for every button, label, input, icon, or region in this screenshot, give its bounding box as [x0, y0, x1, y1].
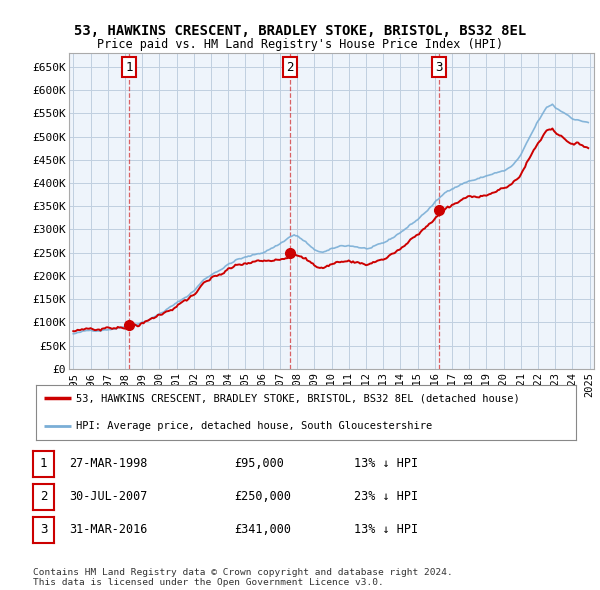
Text: 13% ↓ HPI: 13% ↓ HPI — [354, 457, 418, 470]
Text: £95,000: £95,000 — [234, 457, 284, 470]
Text: 1: 1 — [125, 61, 133, 74]
Text: £341,000: £341,000 — [234, 523, 291, 536]
Text: 3: 3 — [436, 61, 443, 74]
Text: 1: 1 — [40, 457, 47, 470]
Text: Price paid vs. HM Land Registry's House Price Index (HPI): Price paid vs. HM Land Registry's House … — [97, 38, 503, 51]
Text: 53, HAWKINS CRESCENT, BRADLEY STOKE, BRISTOL, BS32 8EL (detached house): 53, HAWKINS CRESCENT, BRADLEY STOKE, BRI… — [77, 394, 520, 404]
Text: 13% ↓ HPI: 13% ↓ HPI — [354, 523, 418, 536]
Text: 53, HAWKINS CRESCENT, BRADLEY STOKE, BRISTOL, BS32 8EL: 53, HAWKINS CRESCENT, BRADLEY STOKE, BRI… — [74, 24, 526, 38]
Text: 3: 3 — [40, 523, 47, 536]
Text: Contains HM Land Registry data © Crown copyright and database right 2024.
This d: Contains HM Land Registry data © Crown c… — [33, 568, 453, 587]
Text: 2: 2 — [40, 490, 47, 503]
Text: 2: 2 — [286, 61, 293, 74]
Text: 30-JUL-2007: 30-JUL-2007 — [69, 490, 148, 503]
Text: HPI: Average price, detached house, South Gloucestershire: HPI: Average price, detached house, Sout… — [77, 421, 433, 431]
Text: 27-MAR-1998: 27-MAR-1998 — [69, 457, 148, 470]
Text: 23% ↓ HPI: 23% ↓ HPI — [354, 490, 418, 503]
Text: £250,000: £250,000 — [234, 490, 291, 503]
Text: 31-MAR-2016: 31-MAR-2016 — [69, 523, 148, 536]
